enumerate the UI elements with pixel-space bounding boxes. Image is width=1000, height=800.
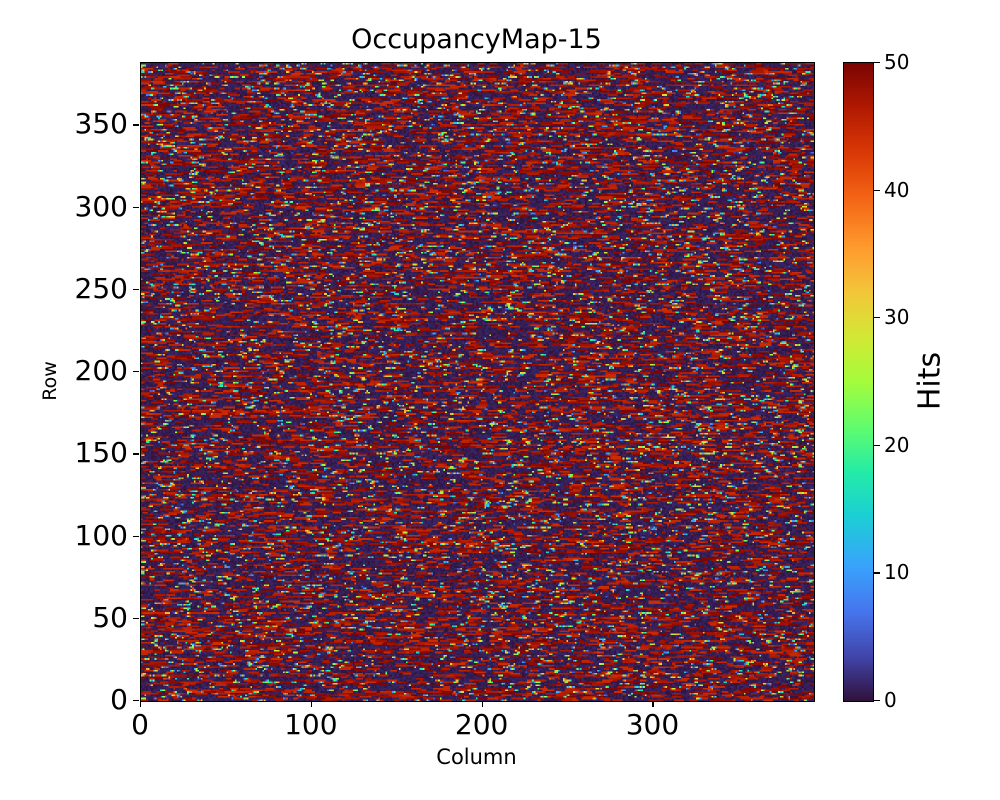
colorbar-tick-label: 30 — [884, 305, 910, 330]
y-tick-mark — [133, 453, 139, 455]
y-axis-label: Row — [39, 361, 61, 401]
y-tick-mark — [133, 535, 139, 537]
colorbar-label: Hits — [912, 351, 948, 411]
y-tick-mark — [133, 617, 139, 619]
x-axis-label: Column — [436, 745, 517, 769]
y-tick-mark — [133, 371, 139, 373]
y-tick-mark — [133, 288, 139, 291]
y-tick-label: 50 — [92, 600, 128, 634]
y-tick-label: 0 — [110, 683, 128, 716]
y-tick-label: 200 — [74, 354, 128, 388]
y-tick-label: 250 — [74, 271, 128, 305]
colorbar-tick-mark — [874, 700, 880, 702]
x-tick-mark — [140, 701, 142, 707]
x-tick-label: 0 — [131, 708, 149, 741]
colorbar-tick-mark — [874, 189, 880, 191]
colorbar-tick-label: 0 — [884, 688, 897, 712]
x-tick-mark — [310, 701, 312, 707]
colorbar-tick-label: 10 — [884, 560, 910, 585]
x-tick-label: 200 — [454, 708, 509, 741]
heatmap-plot-area[interactable] — [140, 62, 815, 702]
colorbar-tick-label: 40 — [884, 177, 910, 202]
y-tick-mark — [133, 206, 139, 208]
x-tick-mark — [652, 701, 654, 707]
colorbar[interactable] — [843, 62, 874, 702]
colorbar-tick-mark — [874, 572, 880, 574]
colorbar-tick-label: 50 — [884, 50, 910, 74]
heatmap-image — [141, 63, 814, 701]
colorbar-tick-label: 20 — [884, 432, 910, 457]
colorbar-tick-mark — [874, 444, 880, 446]
y-tick-label: 150 — [74, 436, 128, 470]
colorbar-tick-mark — [874, 62, 880, 64]
y-tick-mark — [133, 700, 139, 702]
colorbar-gradient — [844, 63, 873, 701]
y-tick-label: 100 — [74, 518, 128, 552]
colorbar-tick-mark — [874, 317, 880, 319]
x-tick-label: 300 — [625, 708, 680, 741]
x-tick-label: 100 — [284, 708, 338, 741]
page-title: OccupancyMap-15 — [351, 24, 602, 55]
y-tick-label: 300 — [74, 189, 128, 223]
y-tick-mark — [133, 124, 139, 126]
y-tick-label: 350 — [74, 107, 128, 141]
x-tick-mark — [481, 701, 483, 707]
